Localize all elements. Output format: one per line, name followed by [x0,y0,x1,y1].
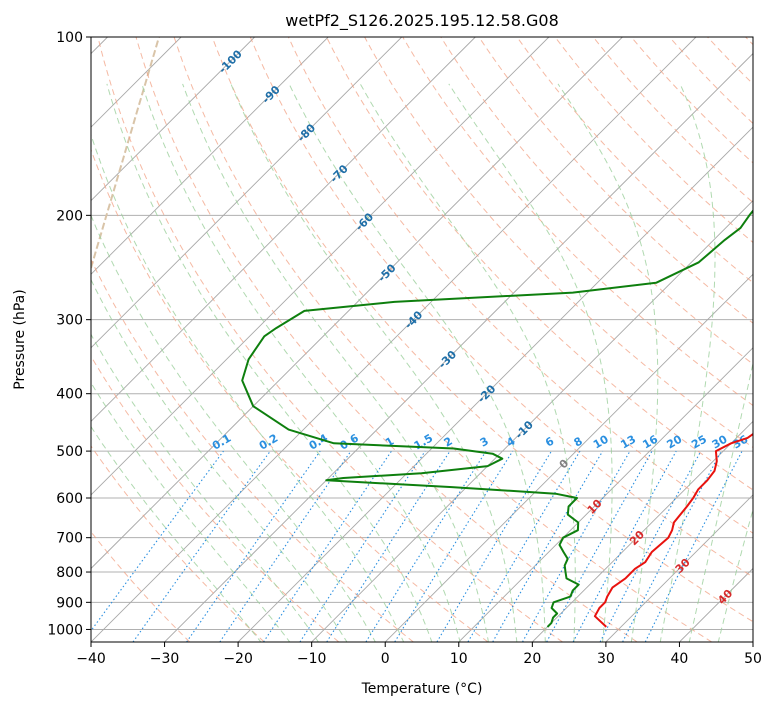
dry-adiabat-line [630,37,753,164]
moist-adiabat-line [91,278,348,642]
moist-adiabat-line [659,83,716,642]
moist-adiabat-line [688,360,753,642]
mixing-ratio-line [394,450,514,642]
moist-adiabat-line [359,83,576,642]
pressure-gridlines [91,37,753,630]
x-axis: −40 −30 −20 −10 0 10 20 30 40 50 [76,642,762,667]
mixing-ratio-lines [91,450,743,642]
y-tick-label: 600 [56,491,83,507]
dry-adiabat-line [173,37,713,642]
moist-adiabat-line [91,214,376,642]
mixing-ratio-line [492,450,604,642]
dry-adiabat-line [402,37,753,407]
dry-adiabat-line [97,37,563,642]
dry-adiabat-line [592,37,753,204]
isotherm-line [91,37,476,422]
x-tick-label: 0 [381,651,390,667]
mixing-ratio-line [326,450,451,642]
mixing-ratio-line [572,450,677,642]
y-tick-label: 800 [56,565,83,581]
y-tick-label: 400 [56,387,83,403]
dry-adiabat-line [326,37,753,491]
x-tick-label: 30 [597,651,615,667]
isotherm-line [384,273,753,642]
dry-adiabat-lines [91,37,753,642]
moist-adiabat-line [91,381,291,642]
moist-adiabat-line [91,133,405,642]
moist-adiabat-line [717,507,753,642]
x-tick-label: −10 [297,651,327,667]
isotherm-line [237,126,753,642]
isotherm-line [91,37,623,570]
dry-adiabat-line [478,37,753,324]
y-tick-label: 500 [56,444,83,460]
dry-adiabat-line [135,37,638,642]
y-tick-label: 900 [56,595,83,611]
isotherm-line [91,37,255,202]
isotherm-line [458,347,753,642]
dry-adiabat-line [91,445,265,642]
moist-adiabat-line [230,83,518,642]
moist-adiabat-line [106,83,433,642]
moist-adiabat-line [91,333,320,642]
mixing-ratio-line [546,450,653,642]
sounding-series [241,209,753,628]
isotherm-line [532,420,753,642]
mixing-ratio-line [219,450,352,642]
mixing-ratio-line [186,450,321,642]
x-axis-title: Temperature (°C) [361,681,483,697]
y-tick-label: 300 [56,313,83,329]
isotherm-line [91,37,403,349]
x-tick-label: 20 [523,651,541,667]
isotherm-line [164,52,753,642]
moist-adiabat-line [182,83,489,642]
y-axis: 1000 900 800 700 600 500 400 300 200 100 [47,30,91,638]
y-tick-label: 700 [56,531,83,547]
temperature-profile-line [593,432,753,628]
moist-adiabat-lines [91,83,753,642]
x-tick-label: −40 [76,651,106,667]
mixing-ratio-line [132,450,271,642]
dry-adiabat-line [287,37,753,534]
dry-adiabat-line [211,37,753,623]
dry-adiabat-line [249,37,753,578]
dry-adiabat-line [364,37,753,449]
moist-adiabat-line [141,83,461,642]
chart-title: wetPf2_S126.2025.195.12.58.G08 [285,11,559,31]
mixing-ratio-line [436,450,552,642]
dry-adiabat-line [91,258,414,642]
isotherm-line [91,37,329,275]
isotherm-lines [91,37,753,642]
dewpoint-profile-line [241,209,753,628]
mixing-ratio-line [467,450,581,642]
moist-adiabat-line [557,83,659,642]
mixing-ratio-line [522,450,631,642]
x-tick-label: 50 [744,651,762,667]
moist-adiabat-line [91,425,262,642]
y-axis-title: Pressure (hPa) [12,289,28,389]
isotherm-line [91,37,550,496]
plot-area: -100-90-80-70-60-50-40-30-20-100 1020304… [91,37,753,642]
plot-frame [90,36,754,643]
x-tick-label: −30 [150,651,180,667]
x-tick-label: 40 [671,651,689,667]
x-tick-label: −20 [223,651,253,667]
isotherm-line [605,494,753,642]
mixing-ratio-line [365,450,487,642]
y-tick-label: 100 [56,30,83,46]
y-tick-label: 1000 [47,622,83,638]
isotherm-line [91,37,697,642]
y-tick-label: 200 [56,208,83,224]
x-tick-label: 10 [450,651,468,667]
